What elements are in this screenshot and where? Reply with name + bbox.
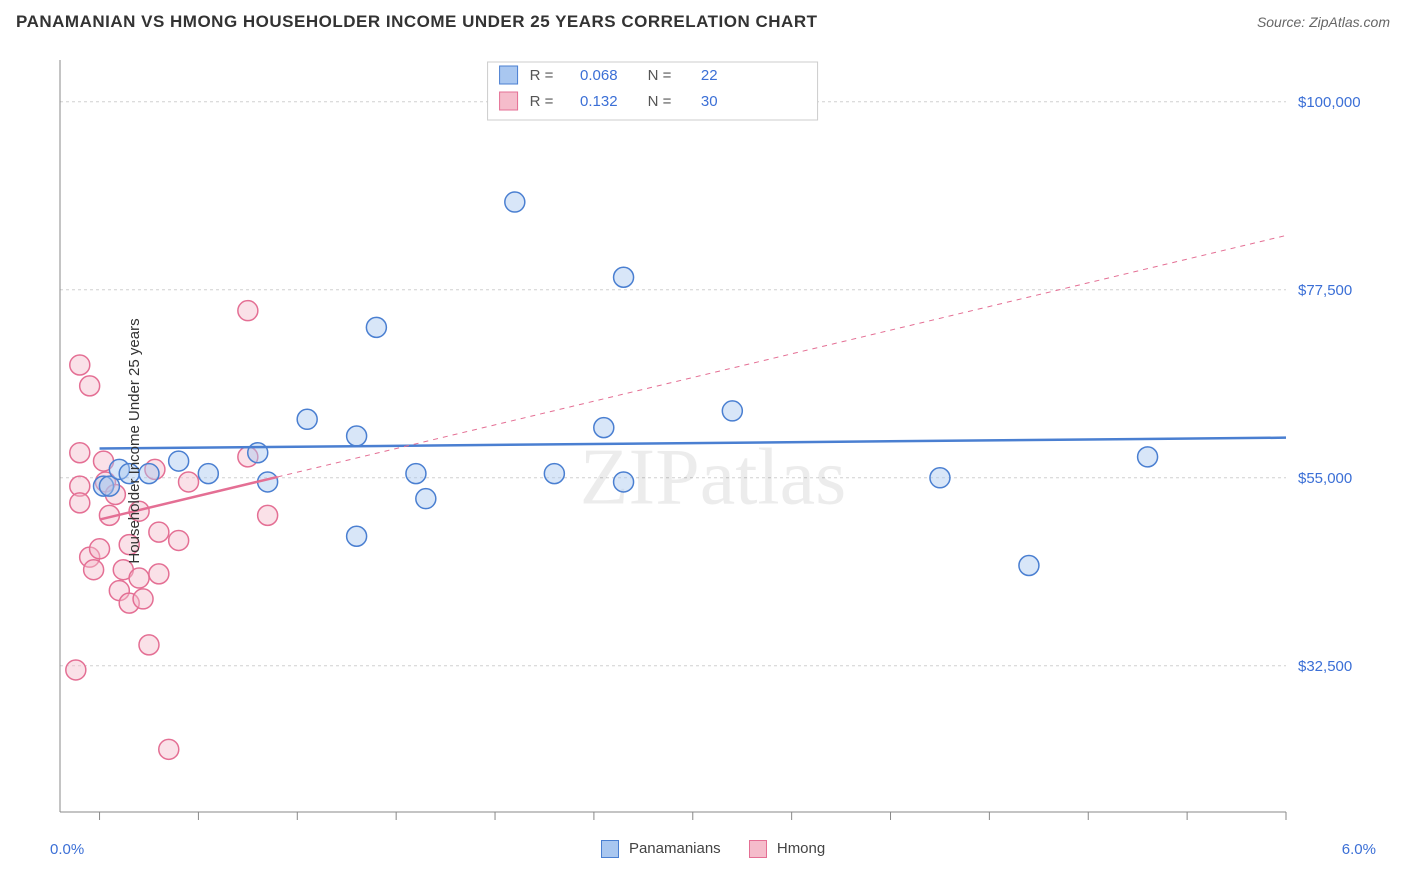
data-point-panamanians (347, 426, 367, 446)
legend-item-panamanians: Panamanians (601, 840, 721, 858)
data-point-hmong (159, 739, 179, 759)
x-axis-min-label: 0.0% (50, 841, 84, 858)
data-point-panamanians (722, 401, 742, 421)
data-point-panamanians (614, 472, 634, 492)
legend-swatch-icon (500, 92, 518, 110)
data-point-panamanians (169, 451, 189, 471)
data-point-hmong (129, 568, 149, 588)
data-point-panamanians (505, 192, 525, 212)
swatch-hmong-icon (749, 840, 767, 858)
data-point-panamanians (544, 464, 564, 484)
data-point-hmong (90, 539, 110, 559)
data-point-hmong (238, 301, 258, 321)
data-point-hmong (169, 530, 189, 550)
data-point-hmong (70, 355, 90, 375)
data-point-panamanians (1019, 556, 1039, 576)
y-tick-label: $55,000 (1298, 470, 1352, 487)
data-point-panamanians (248, 443, 268, 463)
legend-r-value: 0.132 (580, 93, 618, 110)
data-point-panamanians (594, 418, 614, 438)
data-point-hmong (149, 522, 169, 542)
data-point-hmong (80, 376, 100, 396)
data-point-hmong (149, 564, 169, 584)
x-axis-max-label: 6.0% (1342, 841, 1376, 858)
legend-r-label: R = (530, 93, 554, 110)
data-point-panamanians (416, 489, 436, 509)
legend-r-label: R = (530, 67, 554, 84)
data-point-hmong (70, 443, 90, 463)
data-point-hmong (139, 635, 159, 655)
bottom-legend: Panamanians Hmong (601, 840, 825, 858)
data-point-hmong (84, 560, 104, 580)
data-point-panamanians (1138, 447, 1158, 467)
chart-title: PANAMANIAN VS HMONG HOUSEHOLDER INCOME U… (16, 12, 818, 32)
y-axis-label: Householder Income Under 25 years (126, 318, 143, 563)
legend-n-value: 22 (701, 67, 718, 84)
legend-n-label: N = (648, 93, 672, 110)
data-point-hmong (133, 589, 153, 609)
data-point-hmong (258, 505, 278, 525)
legend-n-label: N = (648, 67, 672, 84)
data-point-panamanians (366, 317, 386, 337)
plot-area: Householder Income Under 25 years $32,50… (50, 50, 1376, 832)
legend-item-hmong: Hmong (749, 840, 826, 858)
data-point-panamanians (406, 464, 426, 484)
data-point-hmong (179, 472, 199, 492)
swatch-panamanians-icon (601, 840, 619, 858)
data-point-hmong (70, 493, 90, 513)
legend-n-value: 30 (701, 93, 718, 110)
legend-r-value: 0.068 (580, 67, 618, 84)
legend-swatch-icon (500, 66, 518, 84)
data-point-panamanians (614, 267, 634, 287)
data-point-panamanians (347, 526, 367, 546)
y-tick-label: $32,500 (1298, 658, 1352, 675)
y-tick-label: $77,500 (1298, 282, 1352, 299)
source-label: Source: ZipAtlas.com (1257, 14, 1390, 30)
data-point-panamanians (930, 468, 950, 488)
scatter-plot-svg: $32,500$55,000$77,500$100,000ZIPatlasR =… (50, 50, 1376, 832)
data-point-panamanians (297, 409, 317, 429)
data-point-panamanians (198, 464, 218, 484)
data-point-hmong (66, 660, 86, 680)
y-tick-label: $100,000 (1298, 94, 1361, 111)
